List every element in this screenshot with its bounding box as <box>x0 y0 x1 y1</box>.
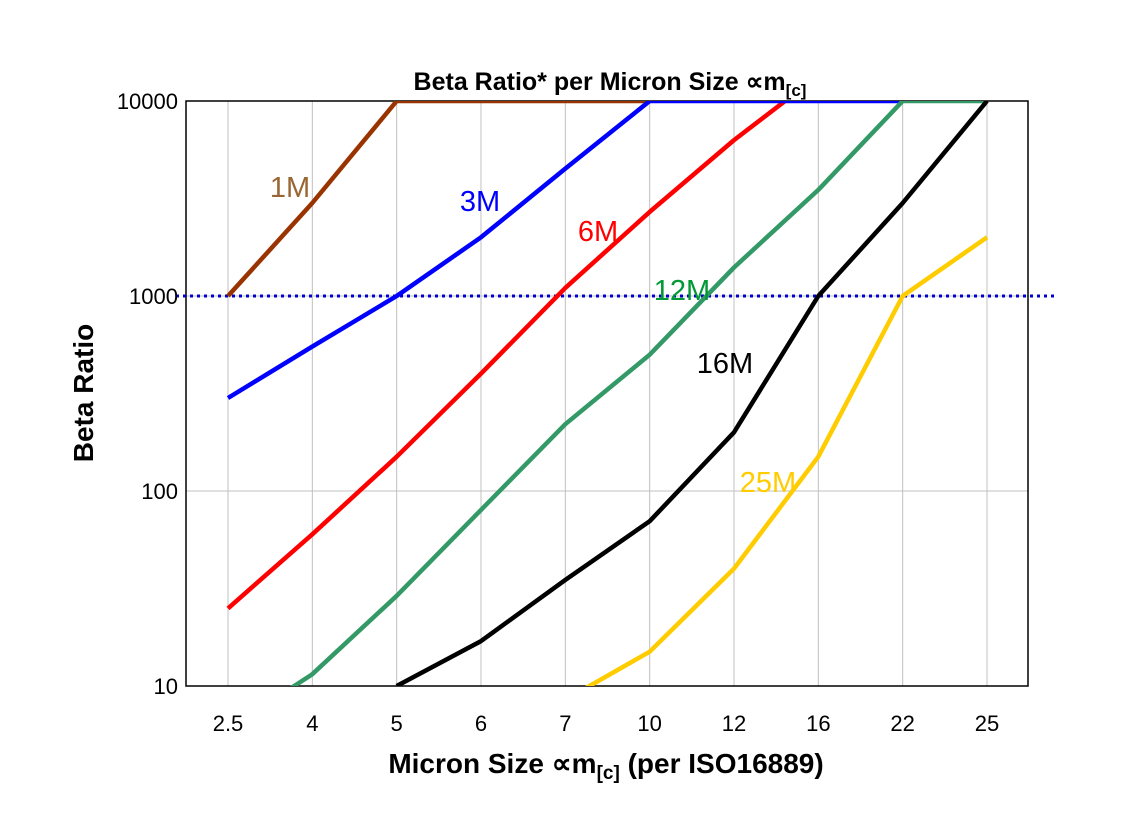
y-tick-label: 10000 <box>117 89 178 114</box>
series-line-16M <box>395 101 989 686</box>
series-line-12M <box>290 101 987 686</box>
x-tick-label: 16 <box>806 711 830 736</box>
x-tick-labels: 2.5 4 5 6 7 10 12 16 22 25 <box>213 711 1000 736</box>
series-line-6M <box>226 101 789 611</box>
series-lines <box>226 101 989 686</box>
x-tick-label: 5 <box>391 711 403 736</box>
x-tick-label: 10 <box>637 711 661 736</box>
series-line-1M <box>226 101 650 298</box>
series-line-3M <box>226 101 903 400</box>
series-label-12M: 12M <box>654 275 710 307</box>
gridlines <box>186 100 1028 687</box>
series-label-1M: 1M <box>270 172 310 204</box>
series-label-16M: 16M <box>697 348 753 380</box>
y-axis-label: Beta Ratio <box>68 324 99 462</box>
y-tick-label: 10 <box>154 674 178 699</box>
series-label-3M: 3M <box>460 186 500 218</box>
series-label-25M: 25M <box>740 467 796 499</box>
x-tick-label: 6 <box>475 711 487 736</box>
chart-title: Beta Ratio* per Micron Size ∝m[c] <box>414 68 807 100</box>
x-tick-label: 22 <box>890 711 914 736</box>
series-labels: 6M 1M 3M 12M 16M 25M <box>270 172 796 499</box>
y-tick-label: 100 <box>141 479 178 504</box>
x-tick-label: 7 <box>559 711 571 736</box>
x-tick-label: 12 <box>722 711 746 736</box>
x-axis-label: Micron Size ∝m[c] (per ISO16889) <box>388 748 823 784</box>
y-tick-labels: 10 100 1000 10000 <box>117 89 178 699</box>
x-tick-label: 25 <box>975 711 999 736</box>
series-label-6M: 6M <box>578 216 618 248</box>
y-tick-label: 1000 <box>129 284 178 309</box>
series-line-25M <box>584 235 989 686</box>
x-tick-label: 4 <box>306 711 318 736</box>
x-tick-label: 2.5 <box>213 711 244 736</box>
